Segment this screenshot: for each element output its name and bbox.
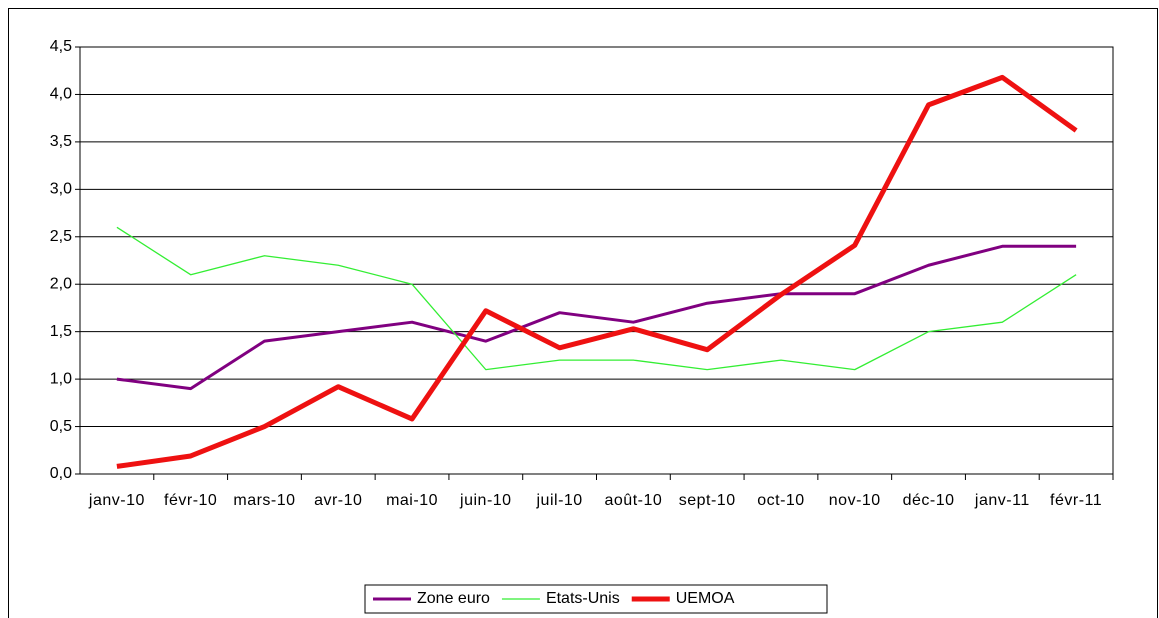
y-tick-label: 1,5 [50,323,72,340]
x-tick-label: févr-10 [164,492,217,509]
x-tick-label: févr-11 [1050,492,1102,509]
x-tick-label: janv-10 [88,492,145,509]
series-line [116,226,1077,371]
x-tick-label: avr-10 [314,492,362,509]
plot-frame [79,46,1114,475]
x-tick-label: nov-10 [829,492,881,509]
y-tick-label: 0,5 [50,418,72,435]
x-tick-label: janv-11 [974,492,1030,509]
x-tick-label: déc-10 [903,492,955,509]
x-tick-label: mai-10 [386,492,438,509]
x-tick-label: sept-10 [679,492,736,509]
legend-label: Zone euro [417,590,490,607]
y-tick-label: 4,5 [50,38,72,55]
y-tick-label: 4,0 [50,86,72,103]
x-tick-label: juil-10 [536,492,583,509]
x-tick-label: août-10 [605,492,663,509]
y-tick-label: 0,0 [50,465,72,482]
series-line [116,74,1078,469]
legend-label: Etats-Unis [546,590,620,607]
x-tick-label: juin-10 [459,492,512,509]
chart-frame [8,8,1158,618]
legend-box [364,584,828,614]
y-tick-label: 3,0 [50,181,72,198]
x-tick-label: mars-10 [233,492,295,509]
series-line [116,244,1077,391]
y-tick-label: 1,0 [50,370,72,387]
legend-label: UEMOA [676,590,735,607]
y-tick-label: 2,0 [50,275,72,292]
x-tick-label: oct-10 [757,492,804,509]
y-tick-label: 3,5 [50,133,72,150]
y-tick-label: 2,5 [50,228,72,245]
